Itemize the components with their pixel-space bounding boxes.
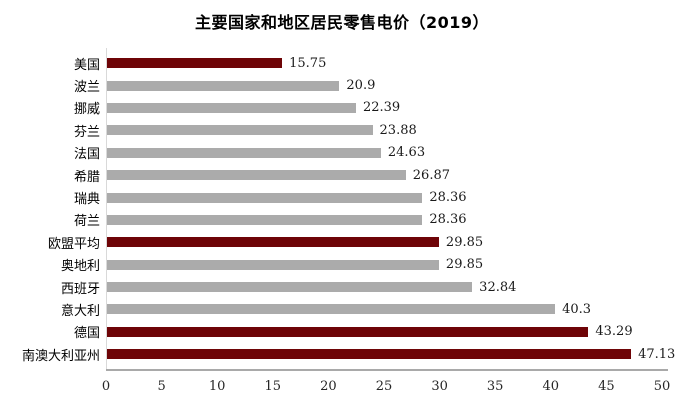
value-label: 20.9 [346, 78, 376, 94]
bar-row: 欧盟平均 29.85 [0, 231, 663, 253]
bar-track: 23.88 [107, 119, 663, 141]
value-label: 29.85 [445, 234, 484, 250]
value-label: 28.36 [429, 212, 467, 228]
bar-track: 29.85 [107, 254, 663, 276]
x-tick-label: 20 [320, 379, 337, 394]
bar-track: 47.13 [107, 343, 675, 365]
bar [107, 102, 356, 113]
category-label: 意大利 [60, 303, 100, 319]
category-label: 南澳大利亚州 [21, 348, 100, 364]
category-label: 美国 [73, 57, 100, 73]
value-label: 29.85 [445, 257, 484, 273]
bar-track: 28.36 [107, 209, 663, 231]
bar-row: 瑞典 28.36 [0, 186, 663, 208]
bar-track: 22.39 [107, 97, 663, 119]
value-label: 47.13 [638, 346, 676, 362]
bar-track: 32.84 [107, 276, 663, 298]
bar-row: 奥地利 29.85 [0, 254, 663, 276]
x-tick-label: 50 [653, 379, 671, 394]
value-label: 24.63 [387, 145, 426, 161]
bar [107, 192, 423, 203]
bar-row: 挪威 22.39 [0, 97, 663, 119]
category-label: 波兰 [73, 80, 100, 96]
bar [107, 125, 373, 136]
category-label: 挪威 [73, 102, 100, 118]
bar [107, 58, 283, 69]
bar [107, 237, 439, 248]
x-tick-label: 25 [375, 379, 393, 394]
bars-area: 美国 15.75 波兰 20.9 挪威 22.39 芬兰 23.88 法国 24.63 希腊 26.8… [0, 52, 675, 365]
bar-row: 芬兰 23.88 [0, 119, 663, 141]
bar [107, 349, 632, 360]
bar-track: 15.75 [107, 52, 663, 74]
value-label: 40.3 [562, 301, 592, 317]
value-label: 32.84 [479, 279, 517, 295]
bar [107, 259, 439, 270]
category-label: 芬兰 [73, 124, 100, 140]
x-axis-line [106, 369, 668, 371]
bar-track: 29.85 [107, 231, 663, 253]
bar [107, 304, 556, 315]
bar-row: 波兰 20.9 [0, 74, 663, 96]
bar-track: 20.9 [107, 74, 663, 96]
bar-row: 美国 15.75 [0, 52, 663, 74]
x-tick-label: 30 [431, 379, 448, 394]
bar-track: 40.3 [107, 298, 663, 320]
category-label: 奥地利 [60, 259, 100, 275]
value-label: 43.29 [595, 324, 633, 340]
bar [107, 80, 340, 91]
bar-row: 意大利 40.3 [0, 298, 663, 320]
category-label: 荷兰 [73, 214, 100, 230]
category-label: 欧盟平均 [47, 236, 100, 252]
bar-track: 28.36 [107, 186, 663, 208]
bar [107, 214, 423, 225]
value-label: 28.36 [429, 190, 467, 206]
x-tick-label: 0 [101, 379, 111, 394]
x-tick-label: 5 [157, 379, 166, 394]
chart-title: 主要国家和地区居民零售电价（2019） [194, 13, 490, 32]
bar [107, 282, 473, 293]
bar [107, 147, 381, 158]
bar [107, 326, 589, 337]
x-tick-label: 15 [264, 379, 282, 394]
x-tick-label: 35 [486, 379, 504, 394]
bar-row: 南澳大利亚州 47.13 [0, 343, 675, 365]
bar-row: 西班牙 32.84 [0, 276, 663, 298]
bar [107, 170, 406, 181]
category-label: 西班牙 [60, 281, 100, 297]
category-label: 希腊 [73, 169, 100, 185]
category-label: 法国 [73, 147, 100, 163]
x-tick-label: 10 [208, 379, 226, 394]
category-label: 瑞典 [73, 192, 100, 208]
bar-row: 希腊 26.87 [0, 164, 663, 186]
value-label: 26.87 [412, 167, 450, 183]
bar-track: 24.63 [107, 142, 663, 164]
category-axis-line [106, 48, 107, 370]
bar-track: 43.29 [107, 321, 663, 343]
bar-track: 26.87 [107, 164, 663, 186]
bar-row: 法国 24.63 [0, 142, 663, 164]
value-label: 15.75 [289, 55, 327, 71]
x-tick-label: 45 [598, 379, 615, 394]
x-tick-label: 40 [542, 379, 560, 394]
category-label: 德国 [73, 326, 100, 342]
value-label: 23.88 [379, 122, 417, 138]
value-label: 22.39 [362, 100, 401, 116]
x-axis-ticks: 0 5 10 15 20 25 30 35 40 45 50 [102, 379, 670, 399]
bar-row: 德国 43.29 [0, 321, 663, 343]
bar-row: 荷兰 28.36 [0, 209, 663, 231]
